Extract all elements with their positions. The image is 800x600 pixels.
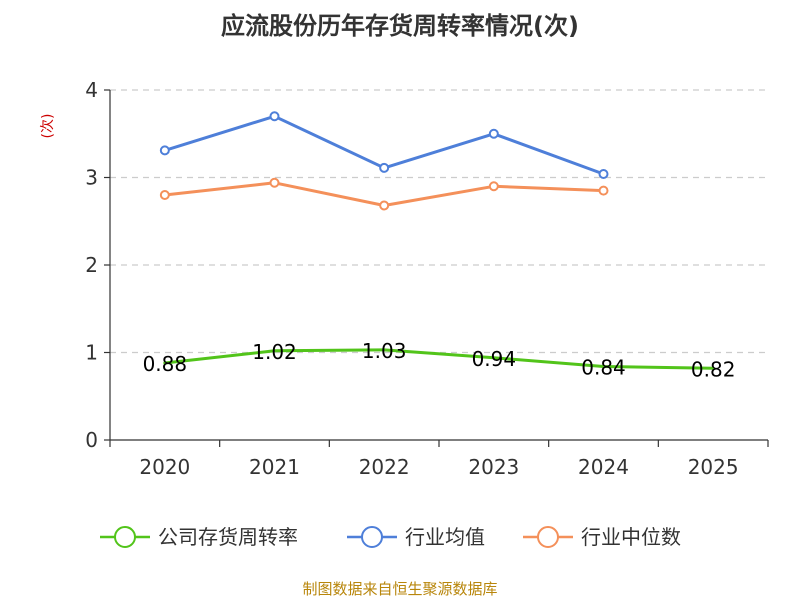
series-point-2 [159, 190, 170, 200]
data-label: 0.84 [581, 356, 626, 380]
y-tick-label: 3 [85, 166, 98, 190]
data-label: 0.88 [143, 352, 188, 376]
data-label: 1.02 [252, 340, 297, 364]
series-line-0 [163, 348, 715, 370]
data-labels: 0.88 1.02 1.03 0.94 0.84 0.82 [143, 339, 736, 381]
legend-marker-1 [361, 526, 383, 548]
legend-marker-0 [114, 526, 136, 548]
series-point-1 [379, 162, 390, 173]
x-tick-label: 2022 [359, 455, 410, 479]
legend-label: 公司存货周转率 [158, 525, 298, 549]
legend-label: 行业中位数 [581, 525, 681, 549]
series-point-2 [598, 185, 609, 196]
series-point-1 [598, 169, 609, 179]
chart-title: 应流股份历年存货周转率情况(次) [221, 12, 579, 40]
data-label: 0.94 [472, 347, 517, 371]
y-tick-label: 0 [85, 428, 98, 452]
grid-lines [110, 89, 768, 354]
x-tick-label: 2024 [578, 455, 629, 479]
series-point-1 [159, 145, 170, 156]
legend: 公司存货周转率 行业均值 行业中位数 [100, 525, 681, 549]
series-point-1 [488, 128, 499, 139]
y-tick-label: 1 [85, 341, 98, 365]
legend-label: 行业均值 [405, 525, 485, 549]
y-axis-label: (次) [40, 114, 56, 139]
series-point-2 [488, 181, 499, 192]
series-point-1 [269, 111, 280, 122]
series-point-2 [379, 200, 390, 211]
series-point-2 [269, 177, 280, 188]
x-tick-label: 2021 [249, 455, 300, 479]
y-tick-label: 4 [85, 78, 98, 102]
x-tick-label: 2025 [688, 455, 739, 479]
x-tick-label: 2023 [468, 455, 519, 479]
source-note: 制图数据来自恒生聚源数据库 [302, 580, 497, 598]
data-label: 1.03 [362, 339, 407, 363]
series-layer [159, 111, 715, 370]
legend-marker-2 [537, 526, 559, 548]
y-tick-label: 2 [85, 253, 98, 277]
x-tick-label: 2020 [139, 455, 190, 479]
axes: 0 1 2 3 4 2020 2021 2022 2023 2024 2025 [85, 78, 769, 479]
data-label: 0.82 [691, 357, 736, 381]
